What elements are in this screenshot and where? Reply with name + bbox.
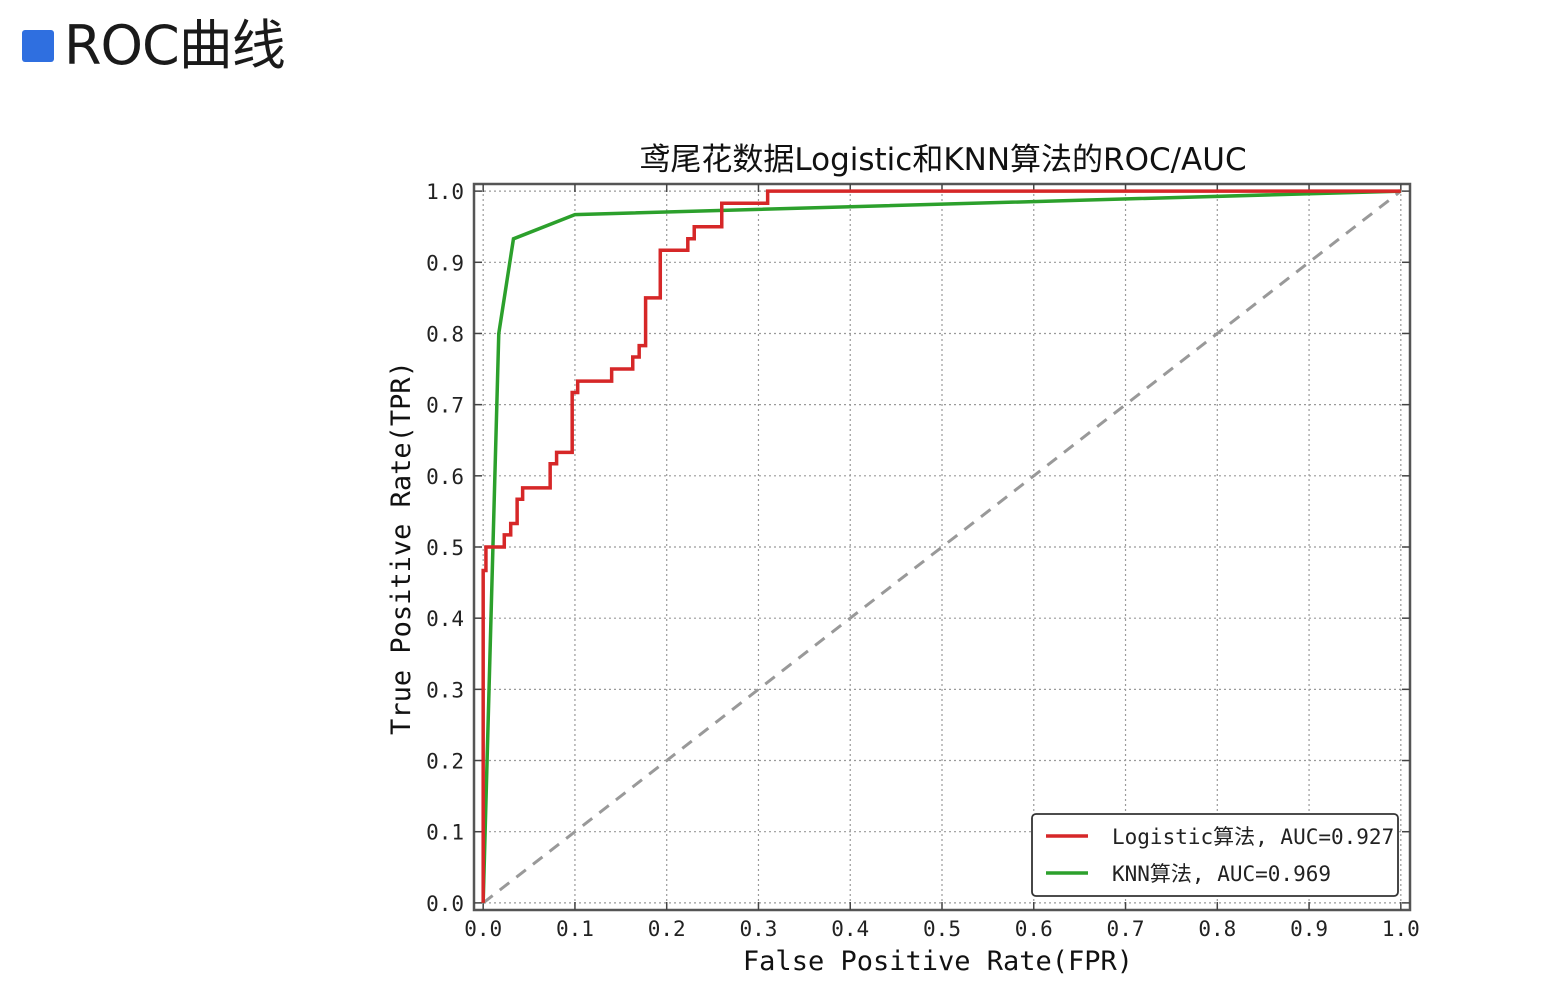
- y-tick-label: 0.6: [426, 465, 464, 489]
- x-tick-label: 0.5: [923, 917, 961, 941]
- x-tick-label: 0.0: [464, 917, 502, 941]
- legend-label-logistic: Logistic算法, AUC=0.927: [1112, 825, 1394, 849]
- series-line-knn: [481, 189, 1401, 903]
- y-tick-label: 0.1: [426, 821, 464, 845]
- grid-lines: [474, 184, 1410, 910]
- x-tick-label: 0.8: [1198, 917, 1236, 941]
- series-lines: [481, 189, 1402, 905]
- y-tick-label: 0.8: [426, 322, 464, 346]
- x-tick-label: 0.1: [556, 917, 594, 941]
- bullet-square-icon: [22, 30, 54, 62]
- legend-label-knn: KNN算法, AUC=0.969: [1112, 862, 1331, 886]
- y-tick-label: 1.0: [426, 180, 464, 204]
- y-tick-label: 0.7: [426, 394, 464, 418]
- x-tick-label: 0.7: [1107, 917, 1145, 941]
- chart-title: 鸢尾花数据Logistic和KNN算法的ROC/AUC: [639, 142, 1246, 178]
- legend: Logistic算法, AUC=0.927 KNN算法, AUC=0.969: [1031, 813, 1399, 897]
- x-tick-label: 0.6: [1015, 917, 1053, 941]
- y-axis-ticks: 0.0 0.1 0.2 0.3 0.4 0.5 0.6 0.7 0.8 0.9 1.0: [426, 180, 1410, 916]
- x-tick-label: 0.4: [831, 917, 869, 941]
- y-tick-label: 0.0: [426, 892, 464, 916]
- series-line-diagonal: [482, 189, 1402, 905]
- x-tick-label: 0.2: [648, 917, 686, 941]
- x-axis-ticks: 0.0 0.1 0.2 0.3 0.4 0.5 0.6 0.7 0.8 0.9 1.0: [464, 184, 1420, 941]
- x-tick-label: 0.3: [740, 917, 778, 941]
- y-axis-label: True Positive Rate(TPR): [386, 361, 417, 735]
- y-tick-label: 0.4: [426, 607, 464, 631]
- slide-title: ROC曲线: [64, 14, 286, 77]
- x-axis-label: False Positive Rate(FPR): [743, 946, 1133, 977]
- y-tick-label: 0.5: [426, 536, 464, 560]
- series-line-logistic: [481, 189, 1401, 903]
- x-tick-label: 1.0: [1382, 917, 1420, 941]
- y-tick-label: 0.2: [426, 750, 464, 774]
- slide-header: ROC曲线: [22, 14, 286, 78]
- x-tick-label: 0.9: [1290, 917, 1328, 941]
- y-tick-label: 0.3: [426, 678, 464, 702]
- legend-box: [1031, 813, 1399, 897]
- y-tick-label: 0.9: [426, 251, 464, 275]
